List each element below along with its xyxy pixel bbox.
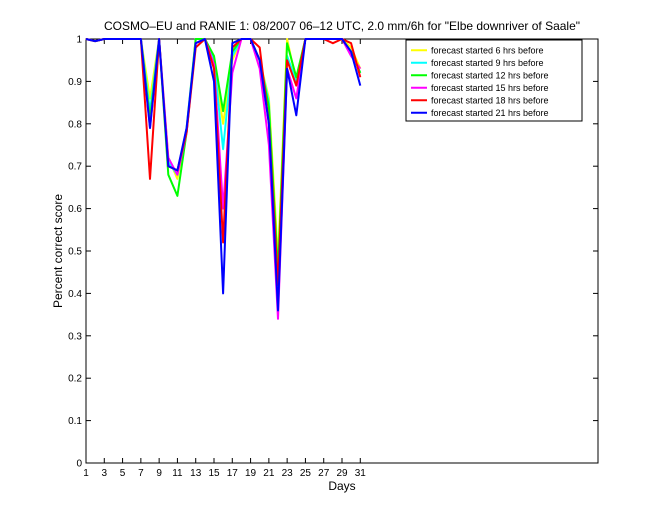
x-tick-label: 11 <box>172 468 183 479</box>
series-line-6 <box>85 38 362 312</box>
x-tick-label: 7 <box>138 468 144 479</box>
legend-label-4: forecast started 15 hrs before <box>431 83 549 93</box>
x-tick-label: 15 <box>208 468 220 479</box>
x-tick-label: 23 <box>282 468 294 479</box>
y-tick-label: 0.8 <box>68 119 82 130</box>
y-tick-label: 0.1 <box>68 416 82 427</box>
y-tick-label: 0 <box>76 459 82 470</box>
x-tick-label: 27 <box>318 468 330 479</box>
legend-label-1: forecast started 6 hrs before <box>431 45 544 55</box>
x-tick-label: 29 <box>336 468 348 479</box>
x-tick-label: 13 <box>190 468 202 479</box>
x-tick-label: 19 <box>245 468 257 479</box>
legend-label-6: forecast started 21 hrs before <box>431 108 549 118</box>
x-tick-label: 3 <box>102 468 108 479</box>
x-tick-label: 21 <box>263 468 275 479</box>
y-tick-label: 0.5 <box>68 247 82 258</box>
y-tick-label: 0.2 <box>68 374 82 385</box>
legend-label-2: forecast started 9 hrs before <box>431 58 544 68</box>
y-tick-label: 0.7 <box>68 162 82 173</box>
chart-title: COSMO–EU and RANIE 1: 08/2007 06–12 UTC,… <box>104 19 580 33</box>
y-tick-label: 0.3 <box>68 331 82 342</box>
legend-label-3: forecast started 12 hrs before <box>431 70 549 80</box>
y-tick-label: 0.6 <box>68 204 82 215</box>
legend-box <box>405 39 583 122</box>
x-tick-label: 17 <box>227 468 239 479</box>
y-tick-label: 0.9 <box>68 77 82 88</box>
x-axis-title: Days <box>328 479 355 493</box>
legend-label-5: forecast started 18 hrs before <box>431 95 549 105</box>
x-tick-label: 9 <box>156 468 162 479</box>
y-axis-title: Percent correct score <box>51 194 65 308</box>
x-tick-label: 1 <box>83 468 89 479</box>
y-tick-label: 1 <box>76 35 82 46</box>
y-tick-label: 0.4 <box>68 289 82 300</box>
x-tick-label: 25 <box>300 468 312 479</box>
x-tick-label: 31 <box>355 468 367 479</box>
series-lines <box>85 38 362 320</box>
x-tick-label: 5 <box>120 468 126 479</box>
legend: forecast started 6 hrs before forecast st… <box>405 39 583 122</box>
